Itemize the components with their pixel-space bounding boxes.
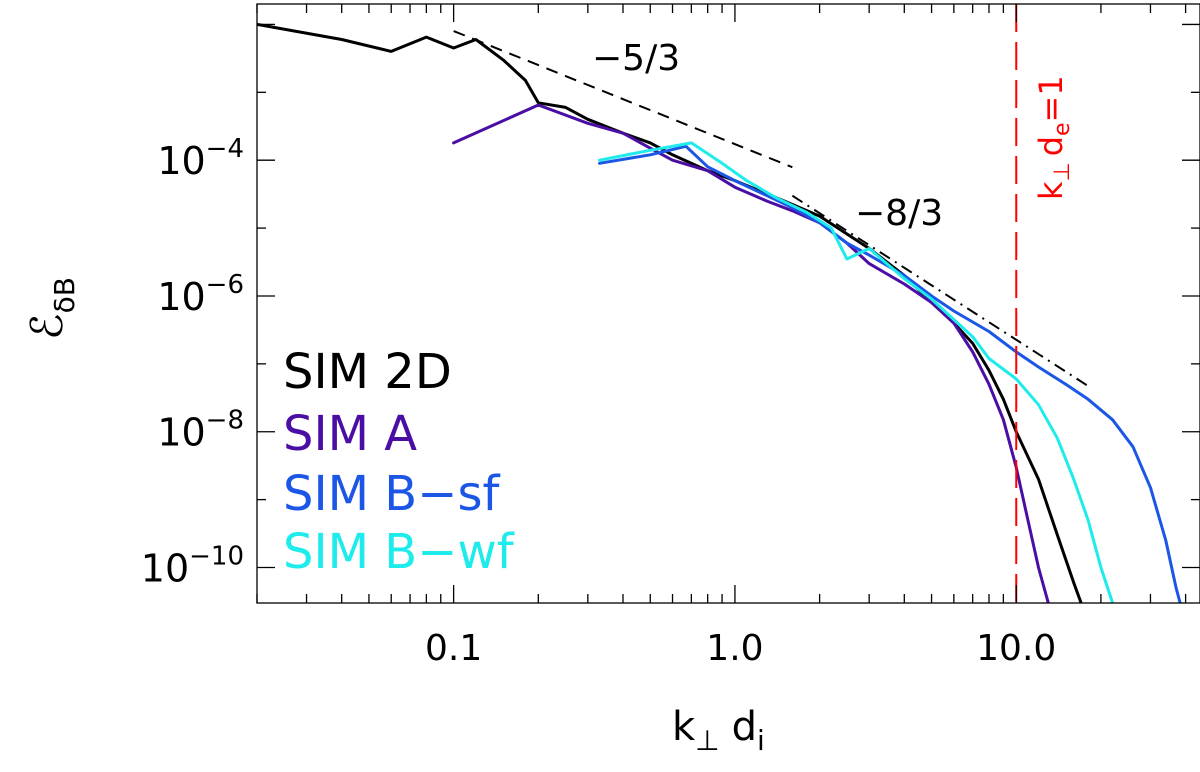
slope-label-minus-5-3: −5/3 (592, 38, 680, 79)
legend-sim-b-sf: SIM B−sf (283, 466, 500, 522)
vline-label-d: d (1032, 136, 1070, 156)
series-sim-b-sf (598, 144, 1182, 603)
y-tick-label: 10−8 (157, 406, 244, 455)
series-sim-a (452, 103, 1050, 603)
vline-label-e: e (1050, 122, 1075, 136)
y-tick-label: 10−10 (141, 542, 244, 591)
x-label-d: d (732, 704, 757, 750)
x-label-perp: ⊥ (695, 724, 719, 757)
axis-ticks (256, 4, 1200, 603)
vline-label-perp: ⊥ (1050, 162, 1075, 181)
slope-label-minus-8-3: −8/3 (855, 193, 943, 234)
y-label-main: ℰ (22, 313, 73, 340)
series-sim-b-wf (598, 141, 1115, 603)
reference-line-2 (791, 194, 1089, 387)
y-axis-label: ℰδB (22, 277, 81, 340)
plot-frame (256, 3, 1200, 604)
y-tick-label: 10−6 (157, 270, 244, 319)
x-axis-label: k⊥ di (672, 704, 765, 757)
legend-sim-b-wf: SIM B−wf (283, 524, 515, 580)
x-tick-label: 10.0 (976, 628, 1056, 669)
reference-lines (453, 30, 1089, 387)
x-label-k: k (672, 704, 696, 750)
legend: SIM 2D SIM A SIM B−sf SIM B−wf (283, 344, 515, 580)
vline-label: k⊥ de=1 (1032, 75, 1075, 200)
legend-sim-2d: SIM 2D (283, 344, 452, 400)
svg-text:k⊥de=1: k⊥ de=1 (1032, 75, 1075, 200)
legend-sim-a: SIM A (283, 406, 417, 462)
y-label-sub: δB (48, 277, 81, 313)
vline-label-eq: =1 (1032, 75, 1070, 122)
tick-labels: 0.1 1.0 10.0 10−4 10−6 10−8 10−10 (141, 134, 1057, 669)
reference-line-1 (453, 30, 793, 169)
svg-text:ℰδB: ℰδB (22, 277, 81, 340)
vline-label-k: k (1032, 181, 1070, 200)
y-tick-label: 10−4 (157, 134, 244, 183)
x-tick-label: 0.1 (425, 628, 482, 669)
x-label-i: i (757, 724, 765, 757)
x-tick-label: 1.0 (706, 628, 763, 669)
